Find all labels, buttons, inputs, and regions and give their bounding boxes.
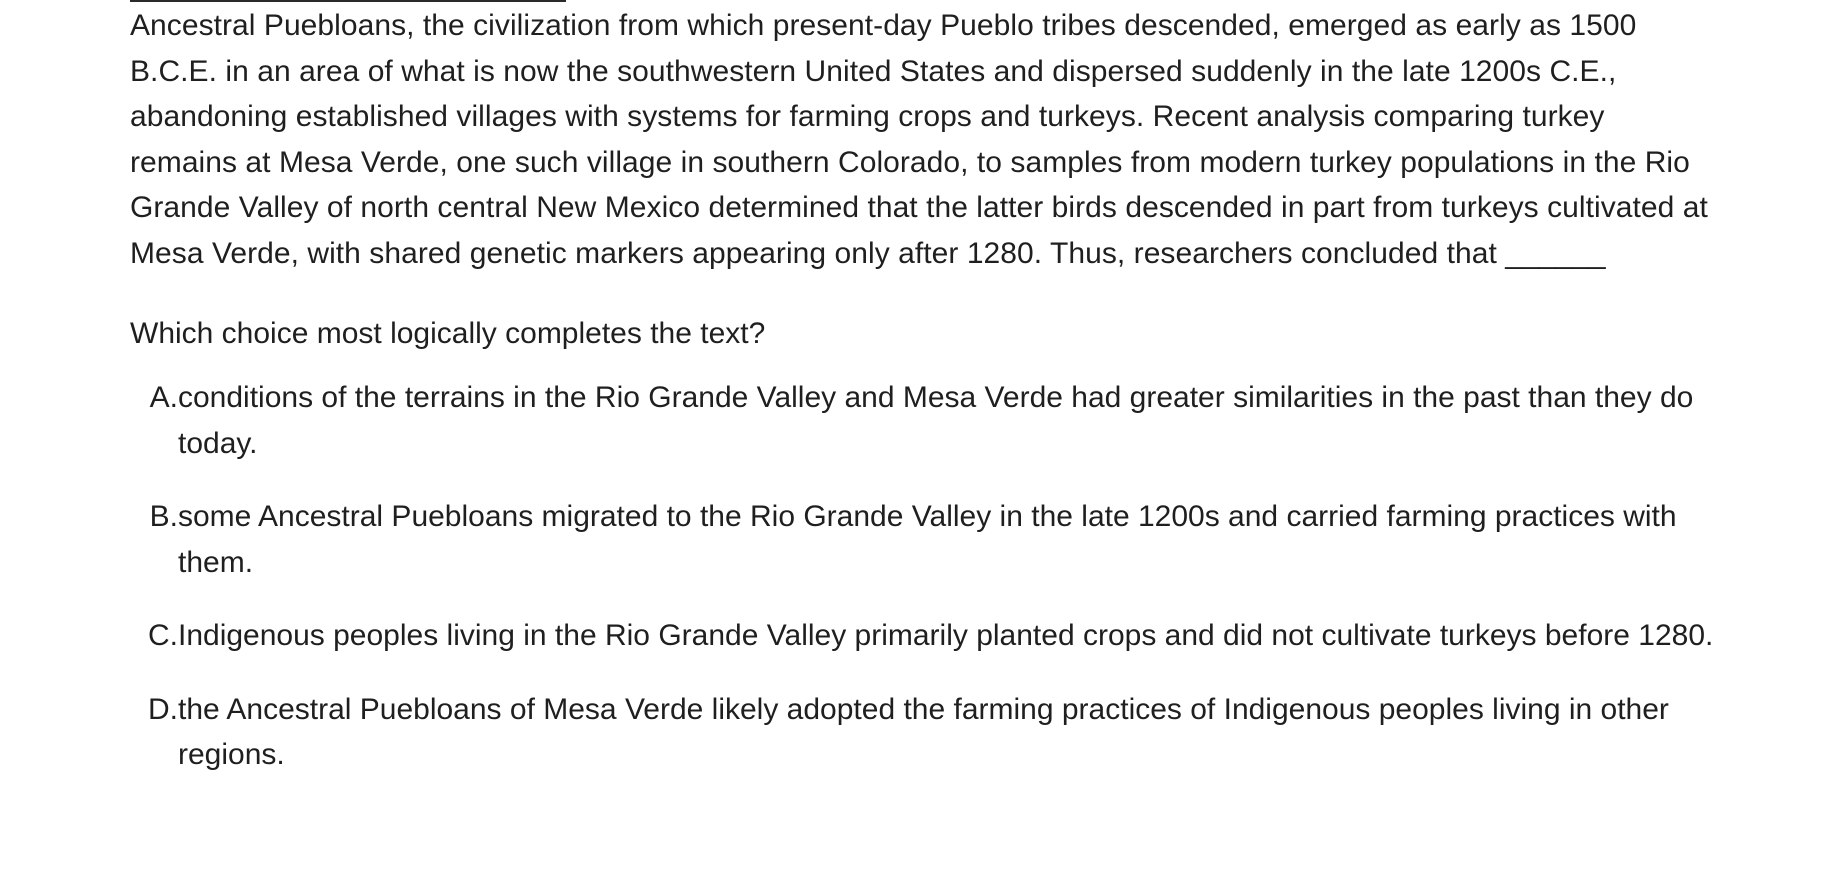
- choice-letter: B.: [149, 500, 178, 533]
- choice-text: Indigenous peoples living in the Rio Gra…: [178, 619, 1714, 652]
- question-content: Ancestral Puebloans, the civilization fr…: [130, 3, 1715, 806]
- question-prompt: Which choice most logically completes th…: [130, 317, 766, 350]
- choice-text: conditions of the terrains in the Rio Gr…: [178, 381, 1694, 460]
- choice-d[interactable]: D. the Ancestral Puebloans of Mesa Verde…: [130, 687, 1715, 778]
- top-divider: [130, 0, 566, 2]
- choice-b[interactable]: B. some Ancestral Puebloans migrated to …: [130, 494, 1715, 585]
- choice-letter: D.: [148, 692, 178, 726]
- answer-choices: A. conditions of the terrains in the Rio…: [130, 375, 1715, 778]
- choice-letter: C.: [148, 619, 178, 652]
- choice-a[interactable]: A. conditions of the terrains in the Rio…: [130, 375, 1715, 466]
- choice-c[interactable]: C. Indigenous peoples living in the Rio …: [130, 613, 1715, 659]
- choice-text: some Ancestral Puebloans migrated to the…: [178, 500, 1677, 579]
- choice-text: the Ancestral Puebloans of Mesa Verde li…: [178, 692, 1669, 772]
- choice-letter: A.: [149, 381, 178, 414]
- passage-text: Ancestral Puebloans, the civilization fr…: [130, 9, 1708, 270]
